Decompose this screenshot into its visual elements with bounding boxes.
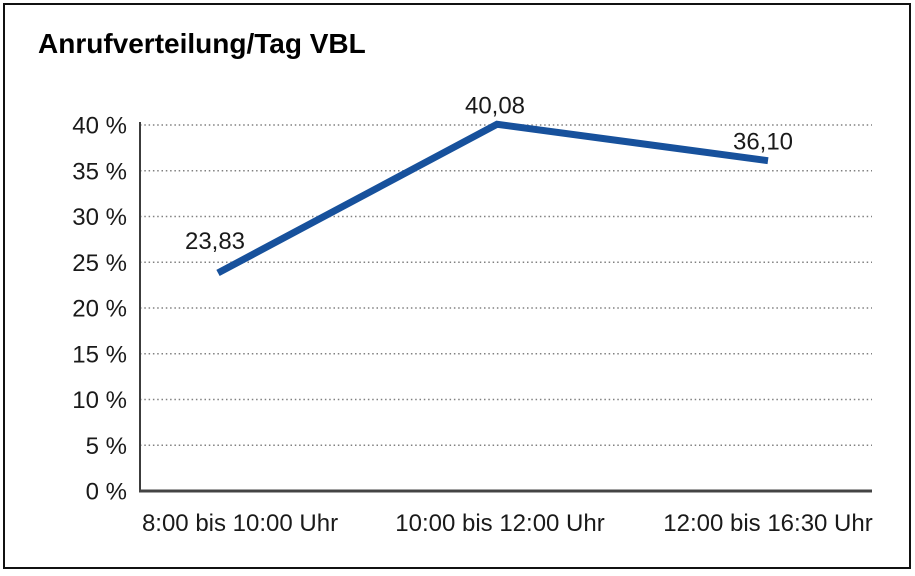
- chart-title: Anrufverteilung/Tag VBL: [38, 28, 366, 59]
- x-category-label: 10:00 bis 12:00 Uhr: [395, 510, 604, 537]
- data-point-label: 36,10: [733, 129, 793, 156]
- y-tick-label: 5 %: [86, 433, 127, 460]
- y-tick-label: 30 %: [72, 204, 127, 231]
- y-tick-label: 20 %: [72, 296, 127, 323]
- series-line: [216, 120, 769, 277]
- y-tick-label: 15 %: [72, 341, 127, 368]
- x-category-label: 8:00 bis 10:00 Uhr: [142, 510, 338, 537]
- y-tick-label: 25 %: [72, 250, 127, 277]
- y-tick-label: 35 %: [72, 158, 127, 185]
- y-tick-label: 10 %: [72, 387, 127, 414]
- data-point-label: 23,83: [185, 228, 245, 255]
- y-tick-label: 40 %: [72, 113, 127, 140]
- y-tick-label: 0 %: [86, 479, 127, 506]
- data-point-label: 40,08: [465, 92, 525, 119]
- chart-frame-border: [3, 3, 911, 569]
- x-category-label: 12:00 bis 16:30 Uhr: [663, 510, 872, 537]
